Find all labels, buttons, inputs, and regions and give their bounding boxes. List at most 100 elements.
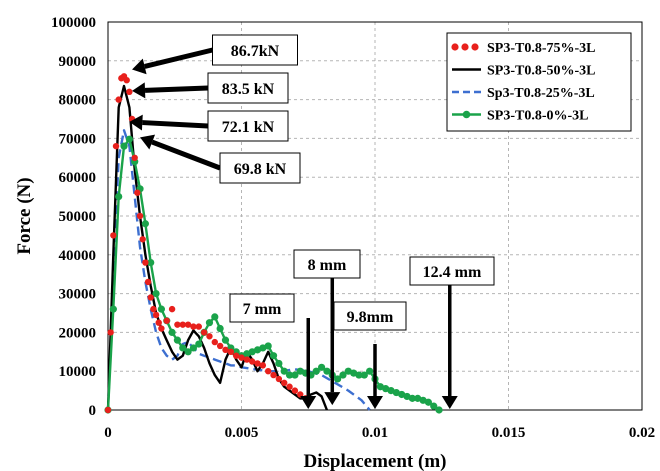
y-axis-title: Force (N): [14, 177, 35, 254]
series-0-point: [179, 344, 187, 352]
callout-arrow-shaft: [142, 120, 209, 129]
y-tick-label: 70000: [59, 131, 97, 147]
series-75-point: [115, 96, 122, 103]
series-75-point: [286, 383, 293, 390]
series-75-point: [144, 278, 152, 286]
callout-label: 7 mm: [243, 301, 282, 318]
series-75-point: [184, 321, 192, 328]
series-0-point: [291, 371, 299, 379]
series-0-point: [195, 340, 203, 348]
series-75-point: [248, 358, 256, 365]
callout-arrow-head: [367, 396, 383, 409]
series-75-point: [270, 371, 277, 379]
series-75-point: [238, 354, 245, 361]
series-0-point: [285, 371, 294, 379]
legend-entry: SP3-T0.8-0%-3L: [487, 109, 589, 124]
y-tick-label: 90000: [59, 54, 97, 70]
series-75-point: [126, 88, 133, 96]
series-0-point: [323, 367, 331, 375]
callout-label: 72.1 kN: [222, 119, 275, 136]
series-0-point: [435, 406, 443, 414]
legend-entry: SP3-T0.8-50%-3L: [487, 64, 596, 79]
callout-arrow-head: [132, 58, 147, 75]
series-75-point: [179, 321, 186, 328]
series-layer: [104, 73, 443, 414]
callout-box: [219, 152, 301, 184]
y-tick-label: 10000: [59, 364, 97, 380]
y-tick-label: 20000: [59, 325, 97, 341]
series-0-point: [264, 342, 272, 350]
series-0-point: [318, 363, 326, 371]
legend: SP3-T0.8-75%-3L SP3-T0.8-50%-3L Sp3-T0.8-2…: [446, 32, 632, 132]
legend-entry: Sp3-T0.8-25%-3L: [487, 86, 595, 101]
callout-box: [409, 256, 495, 286]
callout-box: [333, 301, 407, 331]
x-tick-label: 0: [104, 425, 112, 441]
legend-swatch: [461, 43, 469, 51]
series-75-point: [152, 311, 160, 319]
series-0-point: [430, 402, 438, 410]
series-75-point: [136, 212, 144, 220]
series-75-point: [131, 154, 138, 161]
y-tick-label: 50000: [59, 209, 97, 225]
callout-arrow-head: [140, 134, 156, 150]
plot-area-frame: [107, 21, 643, 411]
series-0-point: [424, 398, 432, 406]
annotation-callouts: 86.7kN 83.5 kN 72.1 kN 69.8 kN 7 mm 8 mm 9.8mm…: [129, 34, 495, 409]
series-75-point: [281, 379, 288, 387]
series-0-point: [157, 305, 165, 313]
series-0-point: [189, 344, 198, 352]
series-0-point: [109, 305, 117, 313]
series-75-point: [259, 362, 267, 369]
series-75-point: [150, 305, 157, 313]
tick-labels: 0 10000 20000 30000 40000 50000 60000 70000 8000…: [51, 15, 655, 441]
y-tick-label: 80000: [59, 93, 97, 109]
series-0-point: [147, 258, 155, 267]
series-0-point: [339, 371, 347, 379]
series-75-point: [227, 348, 235, 355]
series-75-point: [112, 142, 120, 150]
series-75-point: [110, 232, 117, 239]
callout-box: [212, 34, 298, 66]
series-0-point: [366, 367, 374, 375]
y-tick-label: 100000: [51, 15, 96, 31]
series-0-point: [168, 328, 176, 336]
callout-box: [293, 249, 361, 279]
callout-box: [207, 110, 289, 142]
callout-arrow-head: [129, 114, 143, 131]
series-0-point: [269, 352, 278, 360]
callout-box: [229, 293, 295, 323]
callout-label: 12.4 mm: [423, 264, 482, 281]
series-75-point: [195, 323, 202, 330]
series-0-point: [173, 336, 182, 344]
callout-arrow-shaft: [151, 139, 221, 171]
series-0-point: [216, 324, 224, 333]
callout-label: 86.7kN: [231, 43, 280, 60]
series-75-point: [291, 387, 299, 394]
series-line-50: [106, 84, 329, 411]
callout-arrow-head: [324, 392, 341, 406]
series-0-point: [115, 193, 123, 201]
series-75-point: [222, 346, 229, 354]
series-0-point: [184, 348, 192, 356]
callout-arrow-shaft: [144, 85, 209, 93]
series-75-point: [190, 323, 197, 330]
callout-box: [207, 72, 289, 104]
legend-entry: SP3-T0.8-75%-3L: [487, 41, 596, 56]
x-tick-label: 0.01: [362, 425, 388, 441]
series-75-point: [200, 329, 208, 336]
series-0-point: [275, 359, 283, 368]
callout-label: 8 mm: [308, 257, 347, 274]
x-tick-label: 0.005: [225, 425, 259, 441]
series-0-point: [334, 375, 342, 383]
series-75-point: [254, 360, 261, 367]
y-tick-label: 40000: [59, 248, 97, 264]
series-0-point: [280, 367, 288, 375]
legend-swatch-marker: [462, 110, 471, 119]
series-75-point: [134, 189, 141, 196]
series-75-point: [155, 319, 162, 326]
series-75-point: [232, 352, 240, 359]
series-75-point: [163, 317, 170, 324]
series-75-point: [104, 406, 112, 414]
